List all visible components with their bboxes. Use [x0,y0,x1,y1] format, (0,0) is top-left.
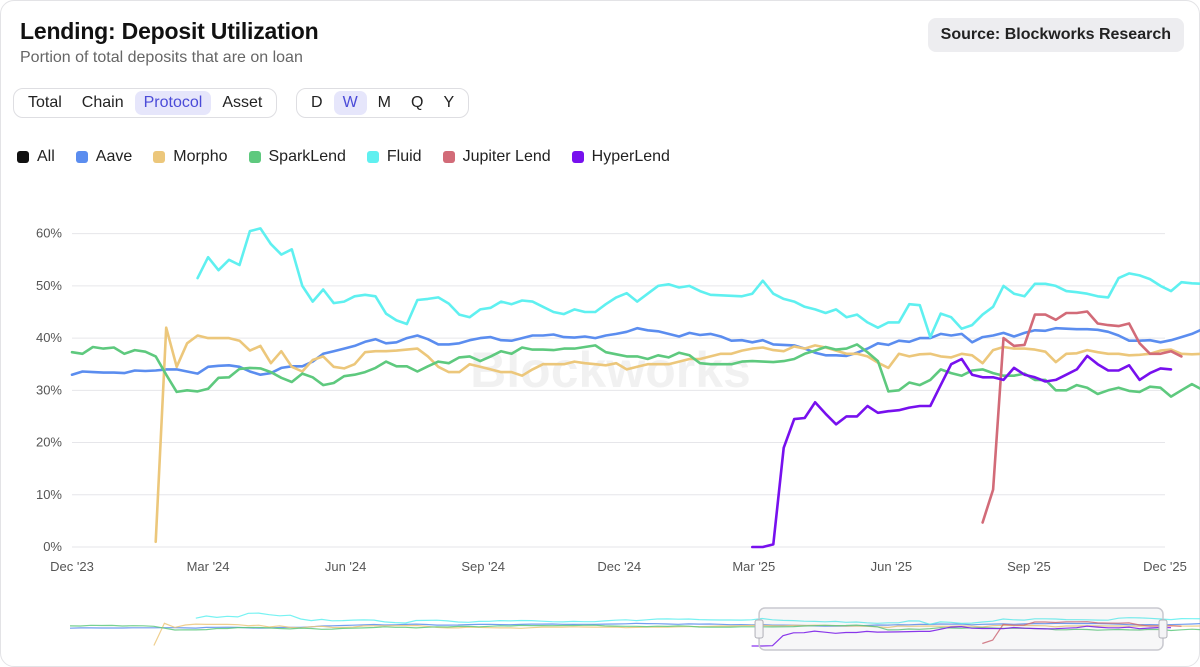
series-line-sparklend [70,343,1200,398]
legend-item-aave[interactable]: Aave [75,148,133,166]
legend-swatch [75,151,88,163]
y-tick-label: 60% [36,226,62,241]
chart-title: Lending: Deposit Utilization [20,18,319,44]
series-line-morpho [154,326,1200,544]
tab-protocol[interactable]: Protocol [134,91,212,115]
legend-label: Aave [95,148,133,165]
series-line-jupiter-lend [981,310,1183,524]
series-line-fluid [196,227,1200,339]
x-tick-label: Jun '24 [325,559,367,574]
range-navigator[interactable] [0,604,1200,654]
x-axis: Dec '23 Mar '24 Jun '24 Sep '24 Dec '24 Mar '… [50,559,1187,574]
x-tick-label: Dec '23 [50,559,94,574]
tab-asset[interactable]: Asset [222,94,263,111]
navigator-handle-left[interactable] [754,619,764,639]
legend-label: Fluid [386,148,422,165]
source-badge: Source: Blockworks Research [927,18,1184,52]
series-line-hyperlend [750,354,1173,549]
tab-chain[interactable]: Chain [81,94,124,111]
navigator-line [751,625,1172,647]
x-tick-label: Dec '25 [1143,559,1187,574]
y-tick-label: 10% [36,487,62,502]
x-tick-label: Dec '24 [597,559,641,574]
legend-label: Jupiter Lend [462,148,551,165]
y-tick-label: 20% [36,435,62,450]
chart-legend: All Aave Morpho SparkLend Fluid Jupiter … [17,148,691,166]
legend-swatch [571,151,584,163]
watermark: Blockworks [470,342,751,398]
x-tick-label: Sep '24 [461,559,505,574]
y-tick-label: 50% [36,278,62,293]
tab-total[interactable]: Total [28,94,62,111]
legend-swatch [153,151,166,163]
line-chart: Blockworks 0% 10% 20% 30% 40% 50% 60% Dec '23 M… [36,226,1200,574]
tab-period-w[interactable]: W [333,91,367,115]
legend-item-morpho[interactable]: Morpho [153,148,228,166]
y-tick-label: 0% [43,539,62,554]
navigator-window[interactable] [758,607,1164,651]
legend-label: SparkLend [268,148,346,165]
legend-label: All [37,148,55,165]
chart-grid [72,233,1165,548]
tab-period-y[interactable]: Y [443,94,455,111]
x-tick-label: Sep '25 [1007,559,1051,574]
navigator-line [982,621,1182,645]
x-tick-label: Jun '25 [871,559,913,574]
legend-swatch [248,151,261,163]
x-tick-label: Mar '25 [732,559,775,574]
tab-period-d[interactable]: D [311,94,323,111]
navigator-line [195,612,1200,625]
legend-label: Morpho [173,148,228,165]
series-line-aave [70,326,1200,376]
y-axis: 0% 10% 20% 30% 40% 50% 60% [36,226,62,554]
legend-swatch [442,151,455,163]
legend-label: HyperLend [591,148,670,165]
legend-item-all[interactable]: All [17,148,55,166]
y-tick-label: 30% [36,382,62,397]
navigator-handle-right[interactable] [1158,619,1168,639]
legend-swatch [17,151,29,163]
legend-item-sparklend[interactable]: SparkLend [248,148,346,166]
legend-swatch [366,151,379,163]
legend-item-hyperlend[interactable]: HyperLend [571,148,670,166]
navigator-series [69,612,1200,647]
chart-series [70,227,1200,549]
y-tick-label: 40% [36,330,62,345]
view-tab-group: Total Chain Protocol Asset [13,88,278,118]
legend-item-fluid[interactable]: Fluid [366,148,422,166]
chart-subtitle: Portion of total deposits that are on lo… [20,49,303,66]
legend-item-jupiter-lend[interactable]: Jupiter Lend [442,148,551,166]
tab-period-m[interactable]: M [377,94,391,111]
x-tick-label: Mar '24 [187,559,230,574]
period-tab-group: D W M Q Y [296,88,470,118]
tab-period-q[interactable]: Q [411,94,424,111]
navigator-line [153,622,1200,646]
